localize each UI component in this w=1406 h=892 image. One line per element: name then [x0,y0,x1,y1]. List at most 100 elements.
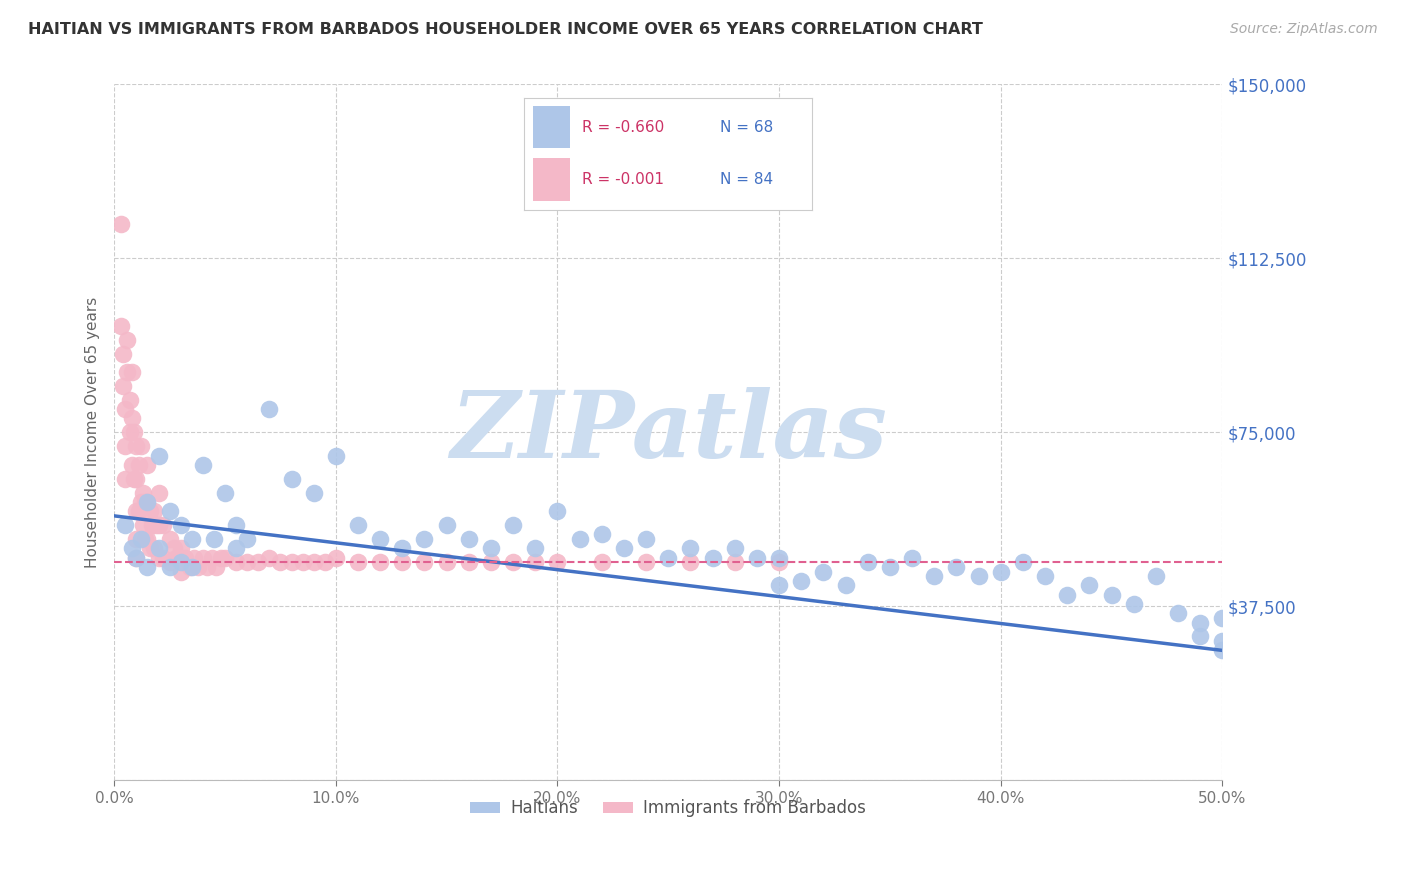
Point [159,555,181,569]
Point [110,217,132,231]
Point [143,504,166,518]
Point [524,541,547,556]
Point [768,555,790,569]
Point [136,495,159,509]
Point [183,550,205,565]
Point [347,555,370,569]
Point [457,555,479,569]
Point [201,550,224,565]
Point [125,532,148,546]
Point [1211,611,1233,625]
Point [591,555,613,569]
Point [214,485,236,500]
Point [118,392,141,407]
Point [436,518,458,533]
Point [269,555,291,569]
Point [813,565,835,579]
Point [325,449,347,463]
Point [114,518,136,533]
Point [225,555,247,569]
Point [191,550,214,565]
Point [1101,588,1123,602]
Point [413,532,436,546]
Point [636,555,658,569]
Point [125,504,148,518]
Point [1189,615,1212,630]
Point [967,569,990,583]
Point [524,555,547,569]
Point [129,532,152,546]
Point [856,555,879,569]
Point [159,504,181,518]
Point [679,541,702,556]
Point [174,550,197,565]
Point [121,411,143,425]
Point [1167,607,1189,621]
Point [391,541,413,556]
Point [834,578,856,592]
Point [121,458,143,472]
Point [1012,555,1035,569]
Point [145,518,167,533]
Point [114,439,136,453]
Point [1144,569,1167,583]
Point [546,504,568,518]
Point [170,565,193,579]
Point [291,555,314,569]
Point [745,550,768,565]
Point [148,541,170,556]
Point [1056,588,1078,602]
Point [502,555,524,569]
Point [122,425,145,440]
Point [117,365,139,379]
Point [591,527,613,541]
Point [1122,597,1144,611]
Point [636,532,658,546]
Point [259,402,281,417]
Point [180,560,202,574]
Point [768,550,790,565]
Point [122,472,145,486]
Point [152,518,174,533]
Point [191,458,214,472]
Point [325,550,347,565]
Text: HAITIAN VS IMMIGRANTS FROM BARBADOS HOUSEHOLDER INCOME OVER 65 YEARS CORRELATION: HAITIAN VS IMMIGRANTS FROM BARBADOS HOUS… [28,22,983,37]
Point [901,550,924,565]
Point [143,541,166,556]
Point [129,439,152,453]
Point [148,518,170,533]
Point [568,532,591,546]
Point [613,541,636,556]
Point [125,550,148,565]
Point [125,472,148,486]
Point [302,555,325,569]
Point [180,532,202,546]
Point [114,472,136,486]
Point [302,485,325,500]
Text: ZIPatlas: ZIPatlas [450,387,887,477]
Point [121,541,143,556]
Point [502,518,524,533]
Point [214,550,236,565]
Point [280,555,302,569]
Point [128,504,150,518]
Point [1078,578,1101,592]
Y-axis label: Householder Income Over 65 years: Householder Income Over 65 years [86,297,100,568]
Point [702,550,724,565]
Point [347,518,370,533]
Point [170,518,193,533]
Point [391,555,413,569]
Point [187,560,209,574]
Point [125,550,148,565]
Point [657,550,679,565]
Point [165,550,187,565]
Point [132,485,155,500]
Point [112,379,135,393]
Point [679,555,702,569]
Point [110,318,132,333]
Point [1189,630,1212,644]
Point [990,565,1012,579]
Point [205,560,228,574]
Point [112,346,135,360]
Point [163,541,186,556]
